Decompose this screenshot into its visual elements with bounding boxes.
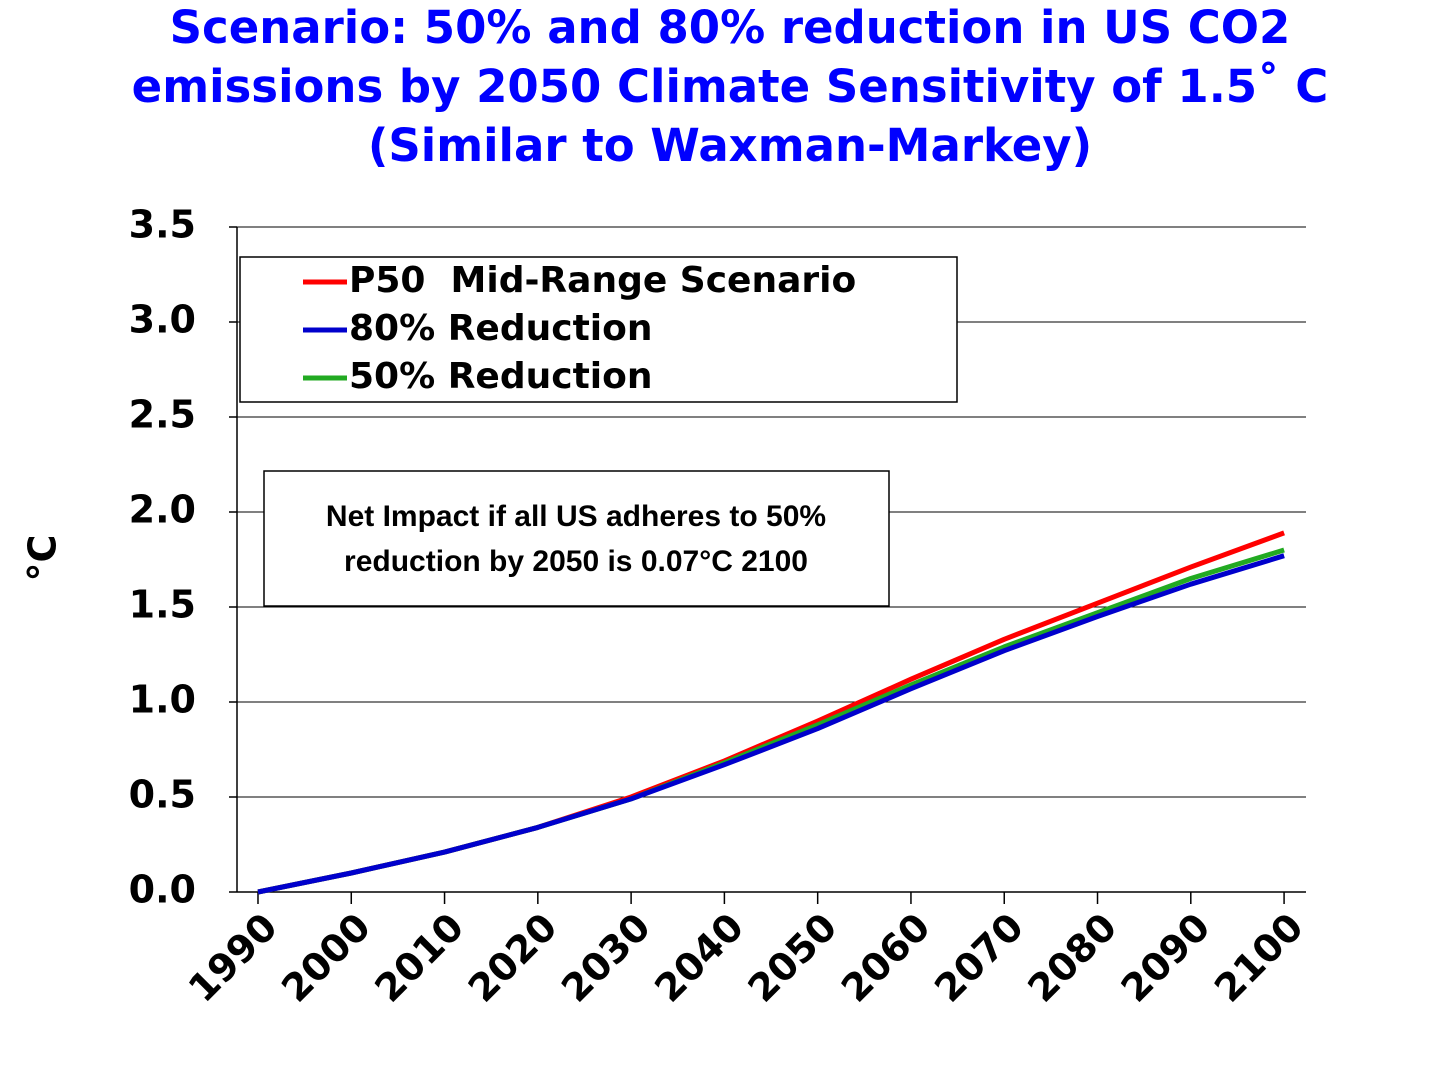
y-tick-label: 2.5 xyxy=(129,393,196,437)
legend-box xyxy=(239,256,958,403)
annotation: Net Impact if all US adheres to 50% xyxy=(326,500,826,533)
y-tick-label: 2.0 xyxy=(129,488,196,532)
annotation-box xyxy=(263,470,890,607)
y-tick-label: 1.5 xyxy=(129,583,196,627)
chart-title: (Similar to Waxman-Markey) xyxy=(368,119,1092,172)
legend-label: P50 Mid-Range Scenario xyxy=(349,260,856,301)
y-tick-label: 3.0 xyxy=(129,298,196,342)
chart-title: emissions by 2050 Climate Sensitivity of… xyxy=(132,60,1329,113)
y-tick-label: 0.0 xyxy=(129,868,196,912)
line-series xyxy=(257,553,1285,895)
annotation: reduction by 2050 is 0.07°C 2100 xyxy=(344,545,808,578)
y-tick-label: 0.5 xyxy=(129,773,196,817)
y-tick-label: 1.0 xyxy=(129,678,196,722)
legend-label: 80% Reduction xyxy=(349,308,653,349)
y-axis-label: °C xyxy=(21,535,65,582)
y-tick-label: 3.5 xyxy=(129,203,196,247)
legend-label: 50% Reduction xyxy=(349,356,653,397)
chart-title: Scenario: 50% and 80% reduction in US CO… xyxy=(170,1,1291,54)
